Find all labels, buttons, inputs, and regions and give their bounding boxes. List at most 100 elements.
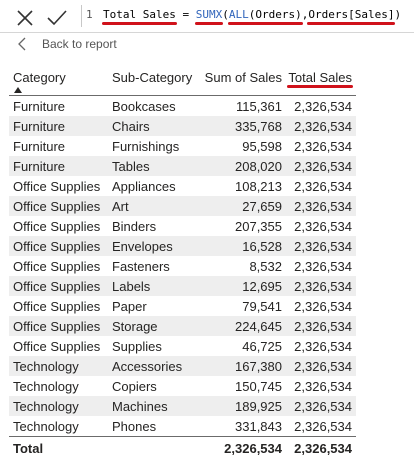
formula-close-paren: ) [394,8,402,21]
cell-category: Furniture [13,159,66,174]
formula-close-paren-inner: ) [295,8,302,21]
table-header: Category Sub-Category Sum of Sales Total… [9,68,356,96]
formula-function-all: ALL [228,8,249,21]
close-icon [17,10,33,26]
cell-category: Furniture [13,139,66,154]
sort-up-icon [14,87,22,93]
table-row: Office Supplies Art 27,659 2,326,534 [9,196,356,216]
cell-category: Office Supplies [13,179,101,194]
cell-total-sales: 2,326,534 [294,259,352,274]
chevron-left-icon [18,37,26,51]
cell-sum-of-sales: 167,380 [235,359,282,374]
cell-sum-of-sales: 46,725 [242,339,282,354]
table-total-row: Total 2,326,534 2,326,534 [9,436,356,459]
cell-total-sales: 2,326,534 [294,239,352,254]
cell-total-sales: 2,326,534 [294,199,352,214]
cell-subcategory: Labels [112,279,151,294]
cell-total-sales: 2,326,534 [294,159,352,174]
cell-category: Office Supplies [13,259,101,274]
column-header-sum-of-sales[interactable]: Sum of Sales [204,70,282,85]
cell-category: Furniture [13,119,66,134]
table-row: Technology Accessories 167,380 2,326,534 [9,356,356,376]
column-header-subcategory[interactable]: Sub-Category [112,70,193,85]
cell-subcategory: Chairs [112,119,150,134]
cell-subcategory: Accessories [112,359,183,374]
formula-column-ref: Orders[Sales] [308,8,395,21]
cell-subcategory: Storage [112,319,158,334]
column-header-category[interactable]: Category [13,70,66,85]
cell-total-sales: 2,326,534 [294,419,352,434]
table-row: Technology Copiers 150,745 2,326,534 [9,376,356,396]
cell-subcategory: Tables [112,159,150,174]
formula-editor[interactable]: Total Sales = SUMX(ALL(Orders),Orders[Sa… [103,8,401,21]
cell-total-sales: 2,326,534 [294,339,352,354]
formula-open-paren-inner: ( [248,8,256,21]
cell-subcategory: Phones [112,419,157,434]
cell-sum-of-sales: 79,541 [242,299,282,314]
cell-category: Office Supplies [13,279,101,294]
cell-total-sales: 2,326,534 [294,219,352,234]
cell-total-sales: 2,326,534 [294,139,352,154]
cell-sum-of-sales: 12,695 [242,279,282,294]
cell-total-sales: 2,326,534 [294,359,352,374]
cell-subcategory: Bookcases [112,99,176,114]
cell-sum-of-sales: 108,213 [235,179,282,194]
cell-total-sales: 2,326,534 [294,319,352,334]
cell-category: Technology [13,379,79,394]
cell-sum-of-sales: 208,020 [235,159,282,174]
table-row: Furniture Tables 208,020 2,326,534 [9,156,356,176]
cell-category: Office Supplies [13,299,101,314]
formula-measure-name: Total Sales [103,8,176,21]
formula-bar: 1 Total Sales = SUMX(ALL(Orders),Orders[… [0,0,414,33]
cell-category: Office Supplies [13,219,101,234]
total-sum-of-sales: 2,326,534 [224,441,282,456]
cell-subcategory: Binders [112,219,157,234]
table-row: Furniture Furnishings 95,598 2,326,534 [9,136,356,156]
cell-sum-of-sales: 115,361 [235,99,282,114]
table-row: Office Supplies Appliances 108,213 2,326… [9,176,356,196]
back-to-report-link[interactable]: Back to report [16,35,117,53]
column-header-total-sales[interactable]: Total Sales [287,70,353,88]
cell-category: Technology [13,419,79,434]
back-to-report-label: Back to report [42,37,117,51]
table-row: Furniture Bookcases 115,361 2,326,534 [9,96,356,116]
cell-subcategory: Paper [112,299,147,314]
cell-category: Technology [13,399,79,414]
cell-sum-of-sales: 27,659 [242,199,282,214]
commit-formula-button[interactable] [44,5,70,31]
cell-category: Office Supplies [13,239,101,254]
table-row: Technology Phones 331,843 2,326,534 [9,416,356,436]
cell-total-sales: 2,326,534 [294,119,352,134]
table-row: Office Supplies Paper 79,541 2,326,534 [9,296,356,316]
cancel-formula-button[interactable] [12,5,38,31]
cell-subcategory: Supplies [112,339,162,354]
cell-category: Office Supplies [13,199,101,214]
table-row: Office Supplies Labels 12,695 2,326,534 [9,276,356,296]
cell-subcategory: Envelopes [112,239,173,254]
cell-subcategory: Machines [112,399,168,414]
cell-sum-of-sales: 207,355 [235,219,282,234]
data-table: Category Sub-Category Sum of Sales Total… [9,68,356,459]
table-row: Office Supplies Supplies 46,725 2,326,53… [9,336,356,356]
cell-subcategory: Appliances [112,179,176,194]
cell-category: Technology [13,359,79,374]
table-row: Office Supplies Envelopes 16,528 2,326,5… [9,236,356,256]
table-row: Furniture Chairs 335,768 2,326,534 [9,116,356,136]
cell-total-sales: 2,326,534 [294,99,352,114]
table-row: Office Supplies Storage 224,645 2,326,53… [9,316,356,336]
cell-sum-of-sales: 95,598 [242,139,282,154]
formula-comma: , [301,8,309,21]
cell-total-sales: 2,326,534 [294,399,352,414]
cell-category: Office Supplies [13,339,101,354]
cell-category: Office Supplies [13,319,101,334]
cell-sum-of-sales: 150,745 [235,379,282,394]
cell-subcategory: Furnishings [112,139,180,154]
cell-sum-of-sales: 335,768 [235,119,282,134]
table-row: Office Supplies Fasteners 8,532 2,326,53… [9,256,356,276]
cell-total-sales: 2,326,534 [294,379,352,394]
check-icon [47,10,67,26]
table-row: Technology Machines 189,925 2,326,534 [9,396,356,416]
cell-subcategory: Art [112,199,129,214]
cell-total-sales: 2,326,534 [294,279,352,294]
cell-subcategory: Copiers [112,379,157,394]
